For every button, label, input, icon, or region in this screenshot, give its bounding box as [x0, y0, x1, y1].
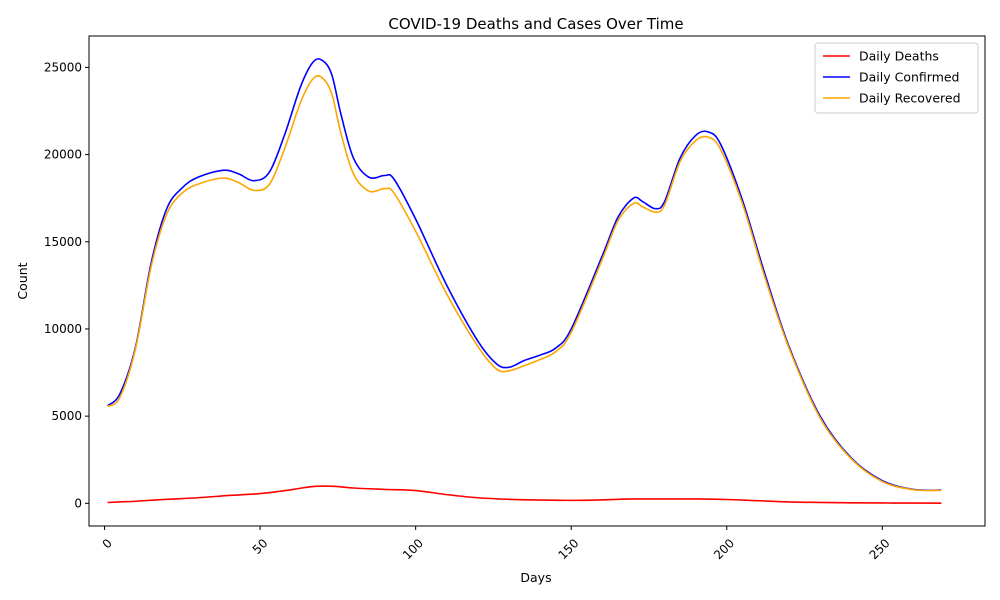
plot-frame	[88, 35, 986, 527]
chart-title: COVID-19 Deaths and Cases Over Time	[388, 15, 683, 33]
plot-area	[88, 35, 986, 527]
y-tick-label: 5000	[51, 409, 82, 423]
series-line-daily-deaths	[107, 485, 942, 504]
legend-label-daily-deaths: Daily Deaths	[859, 49, 939, 64]
y-axis: 0 5000 10000 15000 20000 25000	[44, 60, 89, 510]
series-layer	[107, 58, 942, 504]
legend-box	[814, 42, 979, 114]
x-axis-label: Days	[520, 570, 551, 585]
series-line-daily-confirmed	[107, 58, 942, 492]
y-tick-label: 15000	[44, 235, 82, 249]
y-tick-label: 25000	[44, 60, 82, 74]
y-tick-label: 0	[74, 496, 82, 510]
legend: Daily Deaths Daily Confirmed Daily Recover…	[814, 42, 979, 114]
y-axis-label: Count	[15, 262, 30, 299]
y-tick-label: 20000	[44, 148, 82, 162]
legend-label-daily-recovered: Daily Recovered	[859, 91, 961, 106]
y-tick-label: 10000	[44, 322, 82, 336]
legend-label-daily-confirmed: Daily Confirmed	[859, 70, 960, 85]
series-line-daily-recovered	[107, 75, 942, 492]
